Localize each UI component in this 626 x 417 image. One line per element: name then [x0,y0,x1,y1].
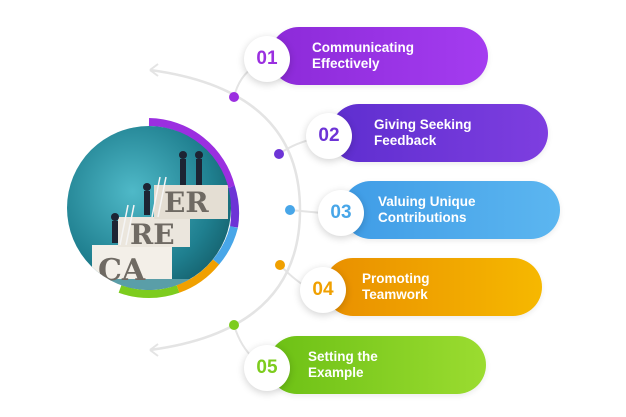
item-1-pill [270,27,488,85]
item-2-pill [330,104,548,162]
career-stairs-image: CA RE ER [67,118,240,299]
arc-node-4 [275,260,285,270]
item-3-label: Valuing Unique Contributions [378,194,476,225]
item-2-label: Giving Seeking Feedback [374,117,472,148]
arc-node-3 [285,205,295,215]
item-4-number: 04 [300,267,346,313]
word-part-er: ER [164,186,209,219]
item-1-label: Communicating Effectively [312,40,415,71]
item-4-label: Promoting Teamwork [362,271,430,302]
item-3-pill [342,181,560,239]
item-4-pill [324,258,542,316]
item-3-number: 03 [318,190,364,236]
item-5-label: Setting the Example [308,349,378,380]
item-5-number: 05 [244,345,290,391]
word-part-re: RE [130,218,175,251]
arc-node-5 [229,320,239,330]
item-5-pill [268,336,486,394]
word-part-ca: CA [98,253,146,288]
arc-node-2 [274,149,284,159]
item-1-number: 01 [244,36,290,82]
item-2-number: 02 [306,113,352,159]
arc-node-1 [229,92,239,102]
